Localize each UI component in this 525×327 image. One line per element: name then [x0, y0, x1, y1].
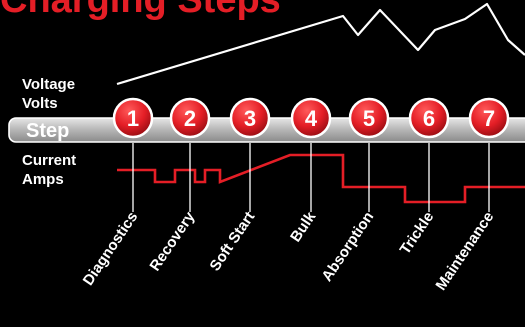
step-name-trickle: Trickle [397, 209, 438, 258]
voltage-line [116, 2, 525, 86]
step-name-bulk: Bulk [287, 208, 320, 245]
step-number-5: 5 [363, 106, 375, 131]
voltage-label: Voltage [22, 76, 75, 93]
current-label: Current [22, 152, 76, 169]
step-ball-6: 6 [408, 97, 450, 139]
step-name-diagnostics: Diagnostics [80, 209, 142, 289]
step-number-2: 2 [184, 106, 196, 131]
step-name-maintenance: Maintenance [432, 209, 497, 294]
step-ball-3: 3 [229, 97, 271, 139]
step-label: Step [26, 120, 69, 142]
step-number-3: 3 [244, 106, 256, 131]
volts-label: Volts [22, 95, 58, 112]
step-ball-4: 4 [290, 97, 332, 139]
step-name-soft-start: Soft Start [206, 209, 258, 274]
diagram-title: Charging Steps [0, 0, 281, 21]
step-number-7: 7 [483, 106, 495, 131]
amps-label: Amps [22, 171, 64, 188]
step-ball-2: 2 [169, 97, 211, 139]
current-line [117, 153, 525, 204]
step-name-absorption: Absorption [318, 209, 377, 285]
step-ball-7: 7 [468, 97, 510, 139]
step-ball-5: 5 [348, 97, 390, 139]
step-name-recovery: Recovery [146, 208, 198, 274]
step-ball-1: 1 [112, 97, 154, 139]
step-number-4: 4 [305, 106, 318, 131]
step-lines [132, 143, 490, 212]
step-number-1: 1 [127, 106, 139, 131]
step-number-6: 6 [423, 106, 435, 131]
